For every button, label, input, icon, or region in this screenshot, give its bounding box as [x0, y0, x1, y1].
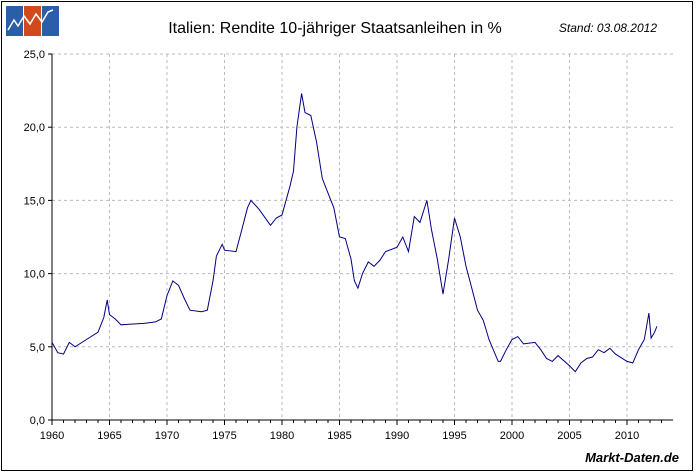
- chart-subtitle: Stand: 03.08.2012: [559, 21, 657, 35]
- x-tick-label: 1985: [327, 430, 351, 442]
- x-tick-label: 1990: [385, 430, 409, 442]
- x-tick-label: 1980: [270, 430, 294, 442]
- y-axis-ticks: 0,0 5,0 10,0 15,0 20,0 25,0: [24, 49, 52, 427]
- y-tick-label: 15,0: [24, 195, 45, 207]
- logo-zigzag: [7, 9, 54, 31]
- y-tick-label: 5,0: [30, 342, 45, 354]
- series-line: [51, 93, 658, 373]
- y-tick-label: 10,0: [24, 269, 45, 281]
- source-label: Markt-Daten.de: [585, 450, 679, 465]
- x-tick-label: 1975: [212, 430, 236, 442]
- chart-title: Italien: Rendite 10-jähriger Staatsanlei…: [168, 20, 502, 37]
- x-tick-label: 1970: [155, 430, 179, 442]
- x-tick-label: 2005: [557, 430, 581, 442]
- logo: [6, 6, 59, 36]
- x-tick-label: 2010: [615, 430, 639, 442]
- x-tick-label: 2000: [500, 430, 524, 442]
- y-tick-label: 25,0: [24, 49, 45, 61]
- y-tick-label: 0,0: [30, 415, 45, 427]
- x-tick-label: 1960: [40, 430, 64, 442]
- y-tick-label: 20,0: [24, 122, 45, 134]
- x-axis-ticks: 1960 1965 1970 1975 1980 1985 1990 1995 2000 2005…: [40, 420, 662, 442]
- x-tick-label: 1965: [97, 430, 121, 442]
- x-tick-label: 1995: [442, 430, 466, 442]
